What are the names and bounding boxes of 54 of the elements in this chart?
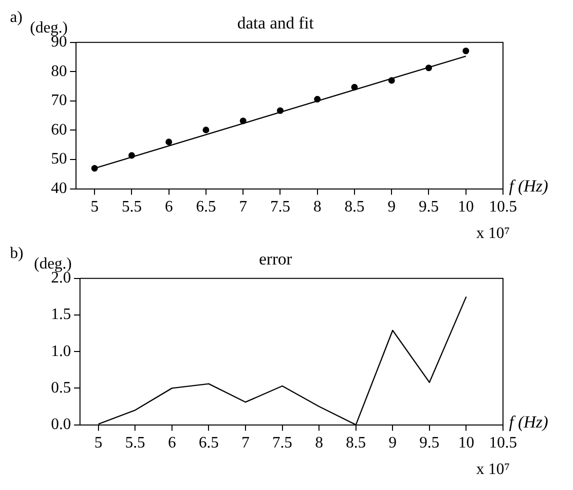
y-axis-title: (deg.): [30, 20, 68, 37]
x-tick-label: 8: [313, 198, 322, 216]
x-tick-label: 10: [458, 198, 474, 216]
x-axis-title: f (Hz): [509, 176, 549, 196]
point: [276, 107, 284, 114]
text: b): [10, 245, 24, 262]
y-tick-label: 50: [51, 150, 67, 168]
point: [425, 64, 432, 72]
point: [91, 165, 98, 172]
x-tick-label: 8.5: [346, 434, 366, 452]
point: [462, 48, 470, 54]
x-tick-label: 10.5: [489, 434, 517, 452]
y-tick-label: 0.5: [51, 379, 71, 396]
y-tick-label: 40: [51, 180, 67, 198]
x-tick-label: 6.5: [198, 434, 219, 452]
text: a): [10, 9, 22, 26]
x-tick-label: 9: [388, 434, 397, 452]
x-tick-label: 10: [458, 434, 474, 452]
x-tick-label: 7: [242, 434, 250, 452]
point: [314, 96, 321, 103]
x-tick-label: 9.5: [419, 434, 440, 452]
chart-title: data and fit: [237, 14, 314, 33]
x-tick-label: 7.5: [270, 198, 290, 216]
y-tick-label: 70: [51, 92, 67, 110]
x-tick-label: 6: [168, 434, 176, 452]
x-tick-label: 5: [90, 198, 99, 216]
x-tick-label: 9.5: [418, 198, 439, 216]
x-tick-label: 5.5: [125, 434, 146, 452]
x-tick-label: 7: [239, 198, 248, 216]
y-tick-label: 1.0: [51, 342, 71, 360]
text: x 10⁷: [476, 225, 510, 242]
chart-title: error: [258, 250, 292, 269]
point: [351, 84, 358, 90]
y-axis-title: (deg.): [34, 256, 72, 273]
y-tick-label: 60: [51, 121, 67, 138]
x-tick-label: 8: [315, 434, 324, 452]
text: x 10⁷: [476, 461, 510, 478]
x-tick-label: 6: [164, 198, 173, 216]
x-tick-label: 10.5: [489, 198, 517, 216]
y-tick-label: 0.0: [51, 416, 71, 434]
x-axis-title: f (Hz): [509, 412, 549, 432]
point: [166, 138, 172, 146]
y-tick-label: 80: [51, 62, 67, 80]
x-tick-label: 9: [388, 198, 396, 216]
point: [240, 118, 246, 124]
x-tick-label: 7.5: [272, 434, 292, 452]
y-tick-label: 1.5: [51, 306, 71, 324]
x-tick-label: 5.5: [122, 198, 142, 216]
x-tick-label: 6.5: [196, 198, 216, 216]
x-tick-label: 8.5: [344, 198, 364, 216]
point: [202, 126, 210, 134]
point: [128, 152, 135, 159]
x-tick-label: 5: [94, 434, 102, 452]
point: [388, 77, 395, 84]
